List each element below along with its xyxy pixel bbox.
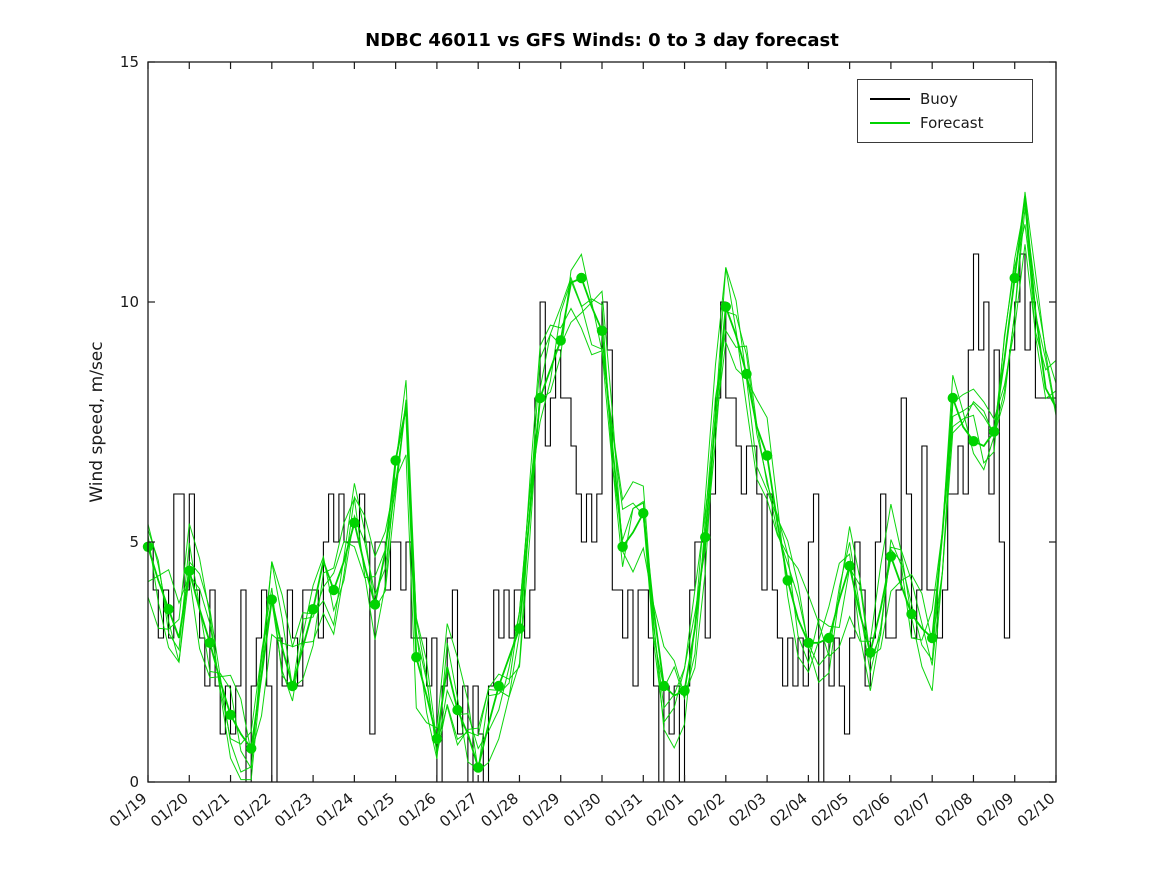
x-tick-label: 02/01 (642, 789, 687, 831)
forecast-marker (617, 541, 628, 552)
legend: Buoy Forecast (857, 79, 1033, 143)
forecast-marker (246, 743, 257, 754)
forecast-marker (596, 325, 608, 336)
forecast-marker (452, 704, 463, 716)
x-tick-label: 01/31 (601, 789, 646, 831)
forecast-marker (761, 450, 773, 461)
forecast-marker (927, 632, 938, 644)
forecast-marker (534, 392, 546, 404)
forecast-marker (700, 532, 711, 543)
x-tick-label: 02/09 (973, 789, 1018, 831)
x-tick-label: 02/10 (1014, 789, 1059, 831)
legend-item-forecast: Forecast (870, 113, 1020, 133)
forecast-marker (225, 709, 236, 720)
forecast-marker (411, 652, 422, 663)
forecast-marker (823, 632, 835, 644)
x-tick-label: 01/28 (477, 789, 522, 831)
x-tick-label: 02/04 (766, 789, 811, 831)
legend-item-buoy: Buoy (870, 89, 1020, 109)
y-axis-label: Wind speed, m/sec (87, 341, 107, 503)
x-tick-label: 01/26 (395, 789, 440, 831)
forecast-marker (184, 565, 195, 576)
x-tick-label: 01/25 (354, 789, 399, 831)
y-tick-label: 0 (129, 773, 139, 791)
x-tick-label: 01/21 (188, 789, 233, 831)
legend-label-forecast: Forecast (920, 114, 984, 132)
forecast-ensemble-line (147, 224, 1057, 771)
forecast-marker (349, 517, 360, 528)
forecast-marker (307, 604, 319, 615)
forecast-marker (679, 685, 690, 696)
x-tick-label: 01/23 (271, 789, 316, 831)
forecast-marker (885, 551, 897, 562)
forecast-marker (844, 560, 855, 572)
y-tick-label: 5 (129, 533, 139, 551)
forecast-marker (803, 637, 814, 648)
x-tick-label: 02/07 (890, 789, 935, 831)
forecast-marker (1009, 272, 1020, 284)
forecast-marker (204, 637, 216, 648)
legend-label-buoy: Buoy (920, 90, 958, 108)
forecast-marker (782, 575, 793, 586)
x-tick-label: 01/19 (106, 789, 151, 831)
x-tick-label: 02/05 (808, 789, 853, 831)
forecast-marker (514, 623, 525, 634)
forecast-marker (473, 762, 484, 773)
x-tick-label: 01/30 (560, 789, 605, 831)
forecast-marker (576, 272, 587, 284)
buoy-series-line (148, 253, 1056, 783)
y-tick-label: 15 (120, 53, 139, 71)
forecast-marker (906, 608, 917, 620)
forecast-marker (163, 604, 174, 615)
forecast-marker (720, 301, 731, 312)
x-tick-label: 01/20 (147, 789, 192, 831)
forecast-marker (638, 508, 649, 519)
x-tick-label: 02/06 (849, 789, 894, 831)
x-tick-label: 02/02 (684, 789, 729, 831)
chart-title: NDBC 46011 vs GFS Winds: 0 to 3 day fore… (365, 30, 839, 51)
forecast-marker (390, 455, 401, 466)
forecast-marker (266, 594, 277, 605)
x-tick-label: 01/27 (436, 789, 481, 831)
x-tick-label: 01/29 (519, 789, 564, 831)
forecast-marker (287, 680, 298, 692)
x-tick-label: 01/22 (230, 789, 275, 831)
forecast-marker (369, 599, 381, 610)
forecast-marker (865, 647, 876, 658)
forecast-ensemble-line (147, 191, 1057, 754)
forecast-marker (431, 733, 443, 744)
forecast-marker (968, 436, 979, 447)
forecast-marker (947, 392, 958, 404)
forecast-marker (328, 584, 339, 596)
y-tick-label: 10 (120, 293, 139, 311)
forecast-marker (988, 426, 1000, 437)
forecast-marker (658, 680, 670, 692)
buoy-line-sample-icon (870, 98, 910, 100)
x-tick-label: 01/24 (312, 789, 357, 831)
forecast-marker (555, 335, 566, 346)
forecast-marker (741, 368, 752, 380)
x-tick-label: 02/08 (931, 789, 976, 831)
x-tick-label: 02/03 (725, 789, 770, 831)
forecast-line-sample-icon (870, 122, 910, 124)
forecast-marker (493, 680, 504, 692)
